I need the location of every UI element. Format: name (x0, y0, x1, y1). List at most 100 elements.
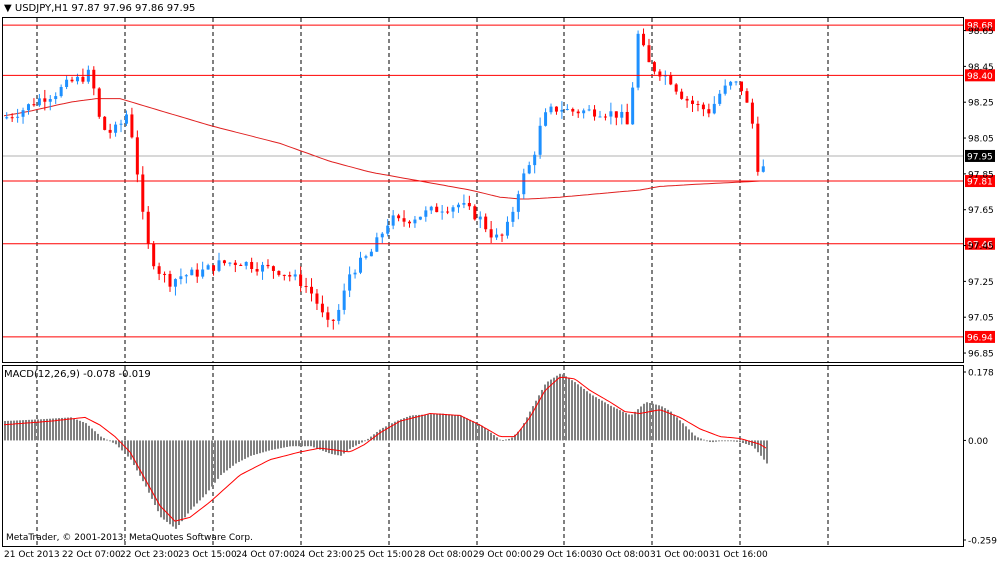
horizontal-levels[interactable]: 98.68 98.40 97.81 97.46 96.94 (3, 19, 995, 343)
macd-bar (403, 418, 405, 441)
candle-body (413, 219, 417, 224)
candle-body (631, 87, 635, 125)
dropdown-arrow-icon[interactable]: ▼ (4, 3, 12, 14)
macd-bar (346, 440, 348, 452)
level-label: 97.46 (967, 240, 993, 250)
macd-bar (448, 414, 450, 441)
macd-bar (226, 440, 228, 471)
candle-body (108, 129, 112, 133)
macd-bar (700, 438, 702, 441)
macd-bar (475, 422, 477, 441)
candle-body (163, 273, 167, 275)
time-tick-label: 22 Oct 23:00 (120, 550, 179, 560)
macd-bar (172, 440, 174, 527)
macd-bar (10, 420, 12, 441)
candle-body (32, 104, 36, 106)
macd-bar (742, 440, 744, 443)
macd-bar (262, 440, 264, 453)
macd-bar (67, 417, 69, 441)
macd-bar (601, 400, 603, 441)
macd-bar (478, 424, 480, 441)
macd-bar (418, 414, 420, 441)
candle-body (734, 81, 738, 83)
level-label: 98.40 (967, 72, 993, 82)
candle-body (609, 111, 613, 117)
candle-body (315, 293, 319, 304)
macd-bar (109, 440, 111, 442)
macd-bar (88, 425, 90, 441)
macd-bar (520, 428, 522, 441)
time-tick-label: 31 Oct 00:00 (650, 550, 709, 560)
candle-body (669, 75, 673, 85)
macd-bar (472, 421, 474, 441)
macd-bar (235, 440, 237, 464)
macd-bar (721, 440, 723, 442)
macd-bar (19, 420, 21, 441)
candle-body (277, 270, 281, 275)
macd-bar (7, 420, 9, 441)
macd-bar (445, 414, 447, 441)
macd-bar (277, 440, 279, 449)
macd-bar (43, 419, 45, 441)
candle-body (391, 215, 395, 226)
macd-bar (733, 440, 735, 442)
candle-body (380, 233, 384, 238)
macd-bar (229, 440, 231, 469)
macd-bar (640, 406, 642, 441)
copyright-text: MetaTrader, © 2001-2013, MetaQuotes Soft… (6, 533, 253, 543)
macd-bar (463, 416, 465, 441)
macd-bar (421, 414, 423, 441)
macd-bar (571, 380, 573, 441)
candle-body (745, 91, 749, 103)
time-tick-label: 24 Oct 07:00 (236, 550, 295, 560)
macd-bar (523, 423, 525, 441)
macd-bar (685, 426, 687, 441)
macd-bar (64, 417, 66, 441)
macd-bar (271, 440, 273, 450)
macd-bar (646, 402, 648, 441)
candle-body (331, 319, 335, 321)
candle-body (266, 264, 270, 267)
time-tick-label: 24 Oct 23:00 (294, 550, 353, 560)
candle-body (146, 211, 150, 244)
macd-bar (370, 436, 372, 441)
macd-bar (493, 435, 495, 441)
moving-average-line (3, 98, 764, 200)
macd-bar (160, 440, 162, 518)
candle-body (130, 114, 134, 138)
macd-bar (610, 405, 612, 441)
candle-body (440, 211, 444, 213)
candle-body (282, 274, 286, 276)
macd-bar (598, 398, 600, 441)
macd-bar (196, 440, 198, 504)
macd-bar (454, 414, 456, 441)
macd-bar (526, 417, 528, 441)
time-tick-label: 22 Oct 07:00 (62, 550, 121, 560)
macd-bar (268, 440, 270, 451)
macd-signal-line (3, 376, 767, 522)
macd-bar (550, 379, 552, 441)
candle-body (571, 108, 575, 112)
candle-body (603, 116, 607, 118)
macd-bar (607, 404, 609, 441)
macd-bar (244, 440, 246, 459)
macd-bar (562, 374, 564, 441)
time-tick-label: 28 Oct 08:00 (414, 550, 473, 560)
macd-bar (208, 440, 210, 491)
candle-body (190, 269, 194, 276)
level-tag (965, 175, 995, 188)
macd-bar (751, 440, 753, 446)
macd-bar (670, 411, 672, 441)
macd-bar (349, 440, 351, 449)
macd-signal-path (3, 376, 767, 522)
macd-bar (322, 440, 324, 451)
macd-bar (502, 440, 504, 441)
macd-bar (637, 409, 639, 441)
candle-body (16, 116, 20, 118)
candle-body (636, 33, 640, 88)
macd-bar (310, 440, 312, 447)
macd-bar (433, 413, 435, 441)
candle-body (206, 265, 210, 270)
macd-bar (661, 406, 663, 441)
